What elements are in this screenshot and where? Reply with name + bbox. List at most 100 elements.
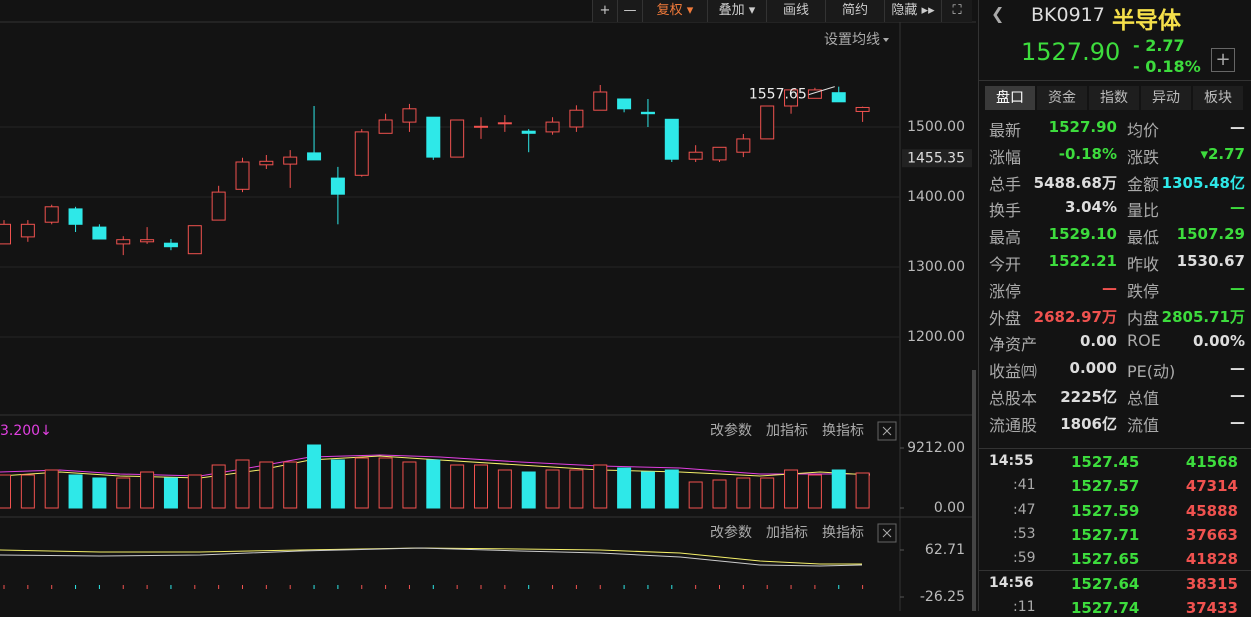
stat-label: 总手 xyxy=(989,174,1022,194)
cursor-price-bg xyxy=(902,149,972,168)
volume-bar xyxy=(235,459,250,509)
close-button[interactable] xyxy=(877,421,897,441)
tick-price: 1527.74 xyxy=(1071,598,1140,617)
candle-body xyxy=(474,125,488,128)
volume-bar xyxy=(187,474,202,509)
tab[interactable]: 资金 xyxy=(1037,86,1087,110)
volume-bar xyxy=(20,474,35,509)
separator xyxy=(979,570,1251,571)
stat-label: 流值 xyxy=(1127,415,1160,435)
stat-value: 2225亿 xyxy=(1060,388,1117,406)
stat-value: 0.000 xyxy=(1069,359,1117,378)
candle-body xyxy=(521,130,536,134)
indicator-action[interactable]: 加指标 xyxy=(766,525,808,541)
volume-bar xyxy=(497,469,512,509)
tick-time: :47 xyxy=(1013,501,1036,518)
stat-value: 1806亿 xyxy=(1060,414,1117,433)
chart: 设置均线 3.200↓ 1500.00 1400.00 1300.00 1200.00… xyxy=(0,21,976,611)
stat-value: 0.00% xyxy=(1192,332,1245,351)
candle-body xyxy=(307,152,322,161)
volume-bar xyxy=(402,461,417,509)
y-tick-label: 9212.00 xyxy=(907,440,965,456)
tick-price: 1527.57 xyxy=(1071,477,1140,496)
stat-value: 1527.90 xyxy=(1048,118,1117,136)
high-label: 1557.65 xyxy=(749,87,807,103)
candle-body xyxy=(760,105,775,140)
stat-value: 1522.21 xyxy=(1048,252,1117,270)
candle-body xyxy=(20,223,35,238)
candle-body xyxy=(784,89,799,107)
simple-button[interactable]: 简约 xyxy=(825,0,884,22)
volume-bar xyxy=(736,477,751,509)
candle-body xyxy=(569,109,584,128)
tick-volume: 37433 xyxy=(1185,598,1238,617)
stat-value: 1305.48亿 xyxy=(1161,173,1245,192)
stat-value: 5488.68万 xyxy=(1033,173,1117,192)
stat-label: 昨收 xyxy=(1127,255,1160,274)
tick-time: :59 xyxy=(1013,550,1036,567)
tick-time: 14:55 xyxy=(989,453,1034,469)
candle-body xyxy=(283,156,298,165)
candle-body xyxy=(259,160,274,166)
draw-button[interactable]: 画线 xyxy=(766,0,825,22)
volume-bar xyxy=(44,469,59,509)
hide-button[interactable]: 隐藏 ▸▸ xyxy=(884,0,941,22)
candle-body xyxy=(68,208,83,225)
volume-bar xyxy=(640,471,655,509)
tick-volume: 41828 xyxy=(1185,550,1238,569)
y-tick-label: -26.25 xyxy=(920,589,965,605)
stat-label: 今开 xyxy=(989,255,1022,274)
stat-value: 0.00 xyxy=(1079,332,1117,351)
volume-ma-line xyxy=(0,455,871,479)
adjust-button[interactable]: 复权 ▾ xyxy=(642,0,707,22)
indicator-action[interactable]: 换指标 xyxy=(822,524,864,541)
volume-bar xyxy=(855,472,870,509)
cursor-price: 1455.35 xyxy=(907,150,965,166)
candle-body xyxy=(163,242,178,248)
tick-volume: 37663 xyxy=(1185,525,1238,544)
prev-arrow[interactable]: ❮ xyxy=(991,4,1005,23)
zoom-in[interactable]: + xyxy=(592,0,617,22)
stat-label: 换手 xyxy=(989,201,1022,221)
volume-bar xyxy=(116,477,131,509)
tab[interactable]: 板块 xyxy=(1193,86,1243,110)
ma-setting[interactable]: 设置均线 xyxy=(824,32,880,48)
close-button[interactable] xyxy=(877,523,897,543)
indicator-action[interactable]: 改参数 xyxy=(710,524,752,541)
candle-body xyxy=(617,98,632,110)
stat-label: 内盘 xyxy=(1127,308,1160,328)
candle-body xyxy=(426,116,441,158)
volume-bar xyxy=(784,469,799,509)
candle-body xyxy=(211,191,226,221)
stat-label: 最新 xyxy=(989,121,1022,140)
tab[interactable]: 盘口 xyxy=(985,86,1035,110)
tab[interactable]: 指数 xyxy=(1089,86,1139,110)
candle-body xyxy=(378,119,393,134)
tab[interactable]: 异动 xyxy=(1141,86,1191,110)
stat-value: — xyxy=(1230,359,1245,378)
add-button[interactable]: + xyxy=(1211,48,1235,72)
overlay-button[interactable]: 叠加 ▾ xyxy=(707,0,766,22)
separator xyxy=(979,80,1251,81)
stat-label: 最高 xyxy=(989,228,1022,248)
volume-bar xyxy=(664,469,679,509)
fullscreen-button[interactable]: ⛶ xyxy=(941,0,972,22)
candle-body xyxy=(116,239,131,245)
indicator-action[interactable]: 加指标 xyxy=(766,423,808,439)
scroll-handle xyxy=(972,370,976,611)
candle-body xyxy=(688,151,703,160)
stat-value: — xyxy=(1230,412,1245,431)
volume-bar xyxy=(712,479,727,509)
stat-value: -0.18% xyxy=(1058,144,1117,163)
volume-bar xyxy=(330,459,345,509)
stat-value: — xyxy=(1230,278,1245,297)
volume-bar xyxy=(92,477,107,509)
zoom-out[interactable]: — xyxy=(617,0,642,22)
indicator-action[interactable]: 改参数 xyxy=(710,422,752,439)
indicator-action[interactable]: 换指标 xyxy=(822,422,864,439)
candle-body xyxy=(354,131,369,176)
stat-value: 1507.29 xyxy=(1176,225,1245,244)
stat-value: 3.04% xyxy=(1064,198,1117,217)
tick-price: 1527.71 xyxy=(1071,525,1140,544)
tick-volume: 45888 xyxy=(1185,501,1238,520)
